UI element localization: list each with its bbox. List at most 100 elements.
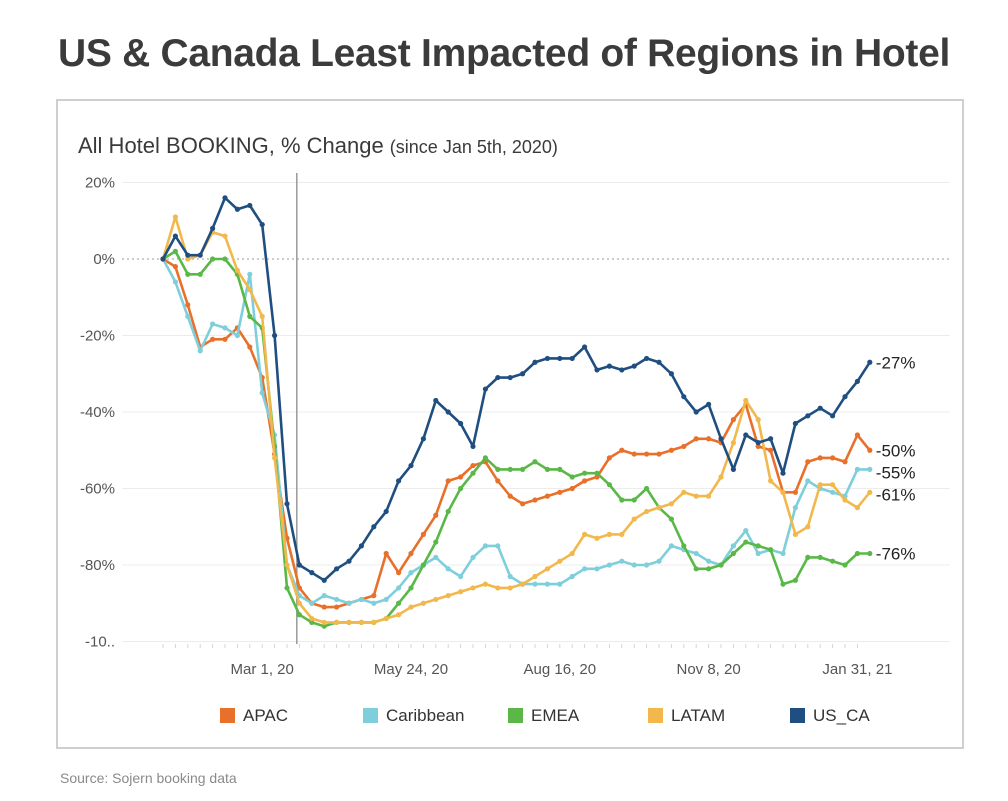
data-point-emea	[817, 554, 823, 560]
data-point-us-ca	[582, 344, 588, 350]
data-point-latam	[284, 562, 290, 568]
data-point-us-ca	[606, 363, 613, 369]
data-point-us-ca	[842, 394, 848, 400]
data-point-caribbean	[557, 581, 563, 587]
data-point-latam	[569, 550, 575, 557]
data-point-apac	[210, 336, 216, 342]
x-tick-label: May 24, 20	[374, 661, 448, 678]
data-point-caribbean	[321, 593, 327, 599]
data-point-us-ca	[730, 466, 737, 472]
data-point-caribbean	[854, 466, 861, 472]
data-point-us-ca	[718, 436, 724, 442]
data-point-apac	[606, 455, 613, 461]
data-point-us-ca	[644, 355, 650, 362]
data-point-us-ca	[482, 386, 488, 392]
data-point-caribbean	[383, 596, 389, 603]
data-point-latam	[507, 585, 513, 591]
data-point-us-ca	[706, 401, 712, 407]
data-point-emea	[730, 550, 737, 557]
data-point-apac	[172, 264, 178, 270]
data-point-caribbean	[482, 543, 488, 549]
data-point-emea	[792, 577, 799, 583]
data-point-us-ca	[222, 195, 228, 201]
data-point-latam	[272, 455, 278, 461]
data-point-emea	[830, 558, 836, 564]
data-point-us-ca	[309, 570, 315, 576]
data-point-apac	[321, 604, 327, 610]
data-point-latam	[532, 573, 538, 580]
data-point-latam	[458, 589, 464, 595]
data-point-emea	[433, 539, 439, 545]
data-point-latam	[222, 233, 228, 239]
data-point-apac	[730, 417, 737, 423]
data-point-apac	[805, 459, 811, 465]
data-point-apac	[507, 493, 513, 499]
data-point-apac	[433, 512, 439, 518]
data-point-us-ca	[420, 436, 426, 442]
data-point-emea	[867, 550, 873, 557]
data-point-latam	[433, 596, 439, 603]
data-point-emea	[842, 562, 848, 568]
data-point-caribbean	[532, 581, 538, 587]
data-point-us-ca	[594, 367, 600, 373]
chart-title-main: All Hotel BOOKING, % Change	[78, 133, 390, 158]
data-point-latam	[631, 516, 637, 522]
data-point-latam	[606, 531, 613, 537]
data-point-latam	[408, 604, 414, 610]
data-point-caribbean	[867, 466, 873, 472]
data-point-latam	[718, 474, 724, 480]
data-point-caribbean	[755, 550, 761, 557]
data-point-apac	[334, 604, 340, 610]
data-point-emea	[470, 470, 476, 476]
data-point-latam	[644, 508, 650, 515]
data-point-emea	[321, 623, 327, 629]
data-point-apac	[420, 531, 426, 537]
end-value-label: -76%	[876, 545, 916, 564]
data-point-us-ca	[619, 367, 625, 373]
data-point-us-ca	[445, 409, 451, 415]
data-point-latam	[346, 619, 352, 625]
data-point-apac	[557, 489, 563, 495]
data-point-emea	[693, 566, 699, 572]
chart-panel: All Hotel BOOKING, % Change (since Jan 5…	[56, 99, 964, 749]
data-point-caribbean	[594, 566, 600, 572]
data-point-apac	[867, 447, 873, 453]
data-point-us-ca	[284, 501, 290, 507]
chart-title-sub: (since Jan 5th, 2020)	[390, 137, 558, 157]
data-point-us-ca	[755, 440, 761, 446]
data-point-apac	[185, 302, 191, 308]
chart-title: All Hotel BOOKING, % Change (since Jan 5…	[78, 133, 558, 158]
data-point-apac	[668, 447, 675, 453]
data-point-us-ca	[358, 543, 364, 549]
data-point-us-ca	[371, 524, 377, 530]
data-point-us-ca	[396, 478, 402, 484]
data-point-us-ca	[854, 378, 861, 384]
data-point-emea	[309, 619, 315, 625]
data-point-apac	[792, 489, 799, 495]
data-point-apac	[656, 451, 662, 457]
data-point-emea	[569, 474, 575, 480]
data-point-emea	[172, 248, 178, 254]
data-point-us-ca	[656, 359, 662, 365]
data-point-latam	[619, 531, 625, 537]
data-point-latam	[234, 267, 240, 274]
data-point-latam	[172, 214, 178, 220]
data-point-us-ca	[408, 462, 414, 469]
data-point-emea	[544, 466, 550, 472]
data-point-us-ca	[520, 371, 526, 377]
data-point-caribbean	[197, 348, 203, 354]
data-point-emea	[854, 550, 861, 557]
data-point-latam	[420, 600, 426, 606]
data-point-apac	[408, 550, 414, 557]
data-point-latam	[668, 501, 675, 507]
data-point-emea	[495, 466, 501, 472]
data-point-us-ca	[172, 233, 178, 239]
data-point-emea	[557, 466, 563, 472]
data-point-emea	[222, 256, 228, 262]
data-point-caribbean	[619, 558, 625, 564]
data-point-caribbean	[693, 550, 699, 557]
data-point-emea	[780, 581, 786, 587]
y-tick-label: -80%	[80, 557, 115, 574]
data-point-us-ca	[544, 355, 550, 362]
data-point-apac	[830, 455, 836, 461]
